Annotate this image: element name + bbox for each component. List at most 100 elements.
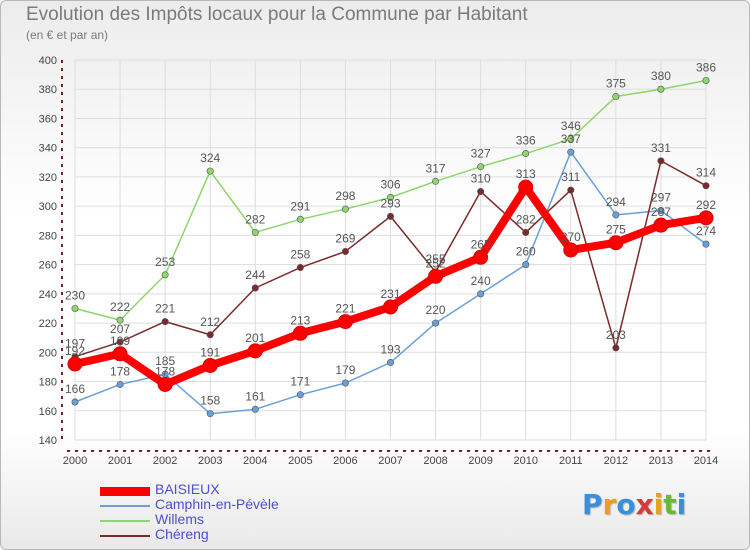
data-point bbox=[251, 405, 259, 413]
y-tick-label: 300 bbox=[39, 201, 57, 213]
data-point bbox=[341, 247, 349, 255]
y-tick-label: 260 bbox=[39, 260, 57, 272]
data-point bbox=[337, 314, 353, 330]
data-label: 291 bbox=[290, 199, 310, 213]
data-point bbox=[206, 331, 214, 339]
data-label: 171 bbox=[290, 375, 310, 389]
data-point bbox=[116, 380, 124, 388]
data-point bbox=[116, 338, 124, 346]
y-tick-label: 220 bbox=[39, 318, 57, 330]
data-label: 231 bbox=[380, 287, 400, 301]
x-tick-label: 2010 bbox=[513, 455, 537, 467]
legend-swatch bbox=[100, 535, 150, 537]
data-label: 324 bbox=[200, 151, 220, 165]
line-chart: 140 160 180 200 220 240 260 280 300 320 340 360 380 4… bbox=[39, 55, 719, 467]
data-point bbox=[71, 398, 79, 406]
data-label: 244 bbox=[245, 268, 265, 282]
data-point bbox=[116, 316, 124, 324]
data-label: 270 bbox=[561, 230, 581, 244]
data-point bbox=[386, 193, 394, 201]
data-label: 346 bbox=[561, 119, 581, 133]
data-point bbox=[657, 85, 665, 93]
data-point bbox=[567, 186, 575, 194]
data-label: 327 bbox=[471, 147, 491, 161]
data-label: 317 bbox=[426, 161, 446, 175]
data-point bbox=[251, 284, 259, 292]
data-label: 310 bbox=[471, 172, 491, 186]
data-label: 178 bbox=[155, 364, 175, 378]
data-point bbox=[657, 157, 665, 165]
y-tick-label: 240 bbox=[39, 289, 57, 301]
data-point bbox=[296, 264, 304, 272]
y-tick-label: 380 bbox=[39, 84, 57, 96]
data-label: 293 bbox=[380, 196, 400, 210]
data-label: 185 bbox=[155, 354, 175, 368]
data-label: 297 bbox=[651, 191, 671, 205]
data-point bbox=[518, 179, 534, 195]
data-label: 337 bbox=[561, 132, 581, 146]
legend-swatch bbox=[100, 505, 150, 507]
data-label: 213 bbox=[290, 313, 310, 327]
data-point bbox=[432, 177, 440, 185]
data-label: 179 bbox=[335, 363, 355, 377]
x-tick-label: 2003 bbox=[198, 455, 222, 467]
data-point bbox=[292, 325, 308, 341]
data-point bbox=[341, 379, 349, 387]
data-label: 336 bbox=[516, 134, 536, 148]
data-point bbox=[251, 228, 259, 236]
legend-label: BAISIEUX bbox=[155, 481, 220, 497]
data-point bbox=[702, 76, 710, 84]
data-label: 258 bbox=[290, 248, 310, 262]
x-tick-label: 2006 bbox=[333, 455, 357, 467]
data-label: 380 bbox=[651, 69, 671, 83]
data-label: 230 bbox=[65, 288, 85, 302]
data-point bbox=[477, 188, 485, 196]
data-label: 298 bbox=[335, 189, 355, 203]
y-tick-label: 340 bbox=[39, 143, 57, 155]
data-point bbox=[202, 357, 218, 373]
data-point bbox=[522, 150, 530, 158]
data-label: 255 bbox=[426, 252, 446, 266]
data-label: 253 bbox=[155, 255, 175, 269]
data-label: 386 bbox=[696, 60, 716, 74]
data-label: 221 bbox=[155, 302, 175, 316]
data-point bbox=[296, 391, 304, 399]
y-tick-label: 320 bbox=[39, 172, 57, 184]
data-point bbox=[296, 215, 304, 223]
x-tick-label: 2009 bbox=[468, 455, 492, 467]
data-point bbox=[702, 240, 710, 248]
data-point bbox=[477, 290, 485, 298]
data-point bbox=[653, 217, 669, 233]
data-label: 193 bbox=[380, 343, 400, 357]
data-label: 331 bbox=[651, 141, 671, 155]
y-tick-label: 400 bbox=[39, 55, 57, 67]
data-point bbox=[608, 235, 624, 251]
data-point bbox=[432, 319, 440, 327]
legend-swatch bbox=[100, 486, 150, 496]
data-point bbox=[383, 299, 398, 315]
data-point bbox=[157, 376, 173, 392]
data-label: 282 bbox=[245, 212, 265, 226]
data-label: 192 bbox=[65, 344, 85, 358]
data-label: 158 bbox=[200, 394, 220, 408]
data-label: 221 bbox=[335, 302, 355, 316]
legend-label: Willems bbox=[155, 511, 204, 527]
data-label: 178 bbox=[110, 364, 130, 378]
data-point bbox=[477, 163, 485, 171]
data-label: 161 bbox=[245, 389, 265, 403]
data-label: 292 bbox=[696, 198, 716, 212]
data-point bbox=[657, 207, 665, 215]
data-label: 306 bbox=[380, 177, 400, 191]
data-label: 260 bbox=[516, 245, 536, 259]
data-point bbox=[522, 261, 530, 269]
data-label: 265 bbox=[471, 237, 491, 251]
data-point bbox=[67, 356, 83, 372]
data-point bbox=[71, 304, 79, 312]
data-label: 201 bbox=[245, 331, 265, 345]
data-label: 191 bbox=[200, 345, 220, 359]
x-tick-label: 2001 bbox=[108, 455, 132, 467]
legend-label: Camphin-en-Pévèle bbox=[155, 496, 279, 512]
y-tick-label: 200 bbox=[39, 347, 57, 359]
data-label: 313 bbox=[516, 167, 536, 181]
data-point bbox=[247, 343, 263, 359]
